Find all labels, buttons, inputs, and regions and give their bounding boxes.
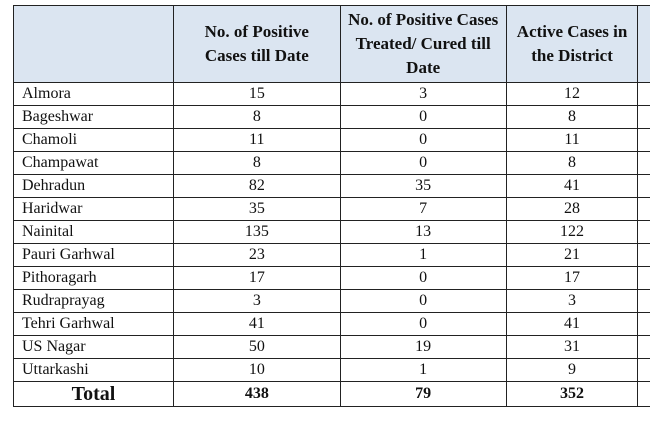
data-row: Nainital 135 13 122 bbox=[13, 220, 650, 244]
cut-column bbox=[637, 128, 650, 152]
count-cell: 82 bbox=[172, 174, 341, 198]
cut-column bbox=[637, 358, 650, 382]
data-row: Champawat 8 0 8 bbox=[13, 151, 650, 175]
column-header: No. of Positive Cases Treated/ Cured til… bbox=[339, 5, 507, 83]
count-cell: 8 bbox=[505, 151, 639, 175]
cut-column bbox=[637, 243, 650, 267]
cut-column bbox=[637, 197, 650, 221]
data-row: Haridwar 35 7 28 bbox=[13, 197, 650, 221]
count-cell: 9 bbox=[505, 358, 639, 382]
district-cell: Nainital bbox=[13, 220, 174, 244]
cut-column bbox=[637, 266, 650, 290]
count-cell: 79 bbox=[339, 381, 507, 407]
count-cell: 0 bbox=[339, 105, 507, 129]
data-row: Bageshwar 8 0 8 bbox=[13, 105, 650, 129]
district-cell: Bageshwar bbox=[13, 105, 174, 129]
table-body: Almora 15 3 12 Bageshwar 8 0 8 Chamoli 11 0 11 Champ… bbox=[13, 82, 650, 407]
district-cell: Total bbox=[13, 381, 174, 407]
count-cell: 3 bbox=[172, 289, 341, 313]
district-cell: Champawat bbox=[13, 151, 174, 175]
count-cell: 0 bbox=[339, 266, 507, 290]
corner-cell bbox=[13, 5, 174, 83]
count-cell: 12 bbox=[505, 82, 639, 106]
count-cell: 3 bbox=[505, 289, 639, 313]
district-cell: Uttarkashi bbox=[13, 358, 174, 382]
count-cell: 15 bbox=[172, 82, 341, 106]
data-row: Almora 15 3 12 bbox=[13, 82, 650, 106]
count-cell: 10 bbox=[172, 358, 341, 382]
count-cell: 8 bbox=[172, 105, 341, 129]
count-cell: 13 bbox=[339, 220, 507, 244]
count-cell: 1 bbox=[339, 358, 507, 382]
count-cell: 21 bbox=[505, 243, 639, 267]
count-cell: 19 bbox=[339, 335, 507, 359]
district-cell: Rudraprayag bbox=[13, 289, 174, 313]
header-row: No. of Positive Cases till Date No. of P… bbox=[13, 5, 650, 83]
data-row: Tehri Garhwal 41 0 41 bbox=[13, 312, 650, 336]
count-cell: 135 bbox=[172, 220, 341, 244]
count-cell: 0 bbox=[339, 289, 507, 313]
data-row: Rudraprayag 3 0 3 bbox=[13, 289, 650, 313]
cut-column bbox=[637, 335, 650, 359]
count-cell: 28 bbox=[505, 197, 639, 221]
table-head: No. of Positive Cases till Date No. of P… bbox=[13, 5, 650, 83]
district-cell: Chamoli bbox=[13, 128, 174, 152]
count-cell: 0 bbox=[339, 151, 507, 175]
count-cell: 41 bbox=[505, 312, 639, 336]
data-row: US Nagar 50 19 31 bbox=[13, 335, 650, 359]
count-cell: 35 bbox=[339, 174, 507, 198]
cut-column bbox=[637, 151, 650, 175]
count-cell: 11 bbox=[505, 128, 639, 152]
cut-column bbox=[637, 312, 650, 336]
cut-column bbox=[637, 289, 650, 313]
count-cell: 23 bbox=[172, 243, 341, 267]
count-cell: 50 bbox=[172, 335, 341, 359]
count-cell: 41 bbox=[172, 312, 341, 336]
count-cell: 7 bbox=[339, 197, 507, 221]
count-cell: 1 bbox=[339, 243, 507, 267]
data-row: Chamoli 11 0 11 bbox=[13, 128, 650, 152]
count-cell: 352 bbox=[505, 381, 639, 407]
count-cell: 11 bbox=[172, 128, 341, 152]
total-row: Total 438 79 352 bbox=[13, 381, 650, 407]
count-cell: 35 bbox=[172, 197, 341, 221]
data-row: Pauri Garhwal 23 1 21 bbox=[13, 243, 650, 267]
cut-column bbox=[637, 82, 650, 106]
cut-column bbox=[637, 220, 650, 244]
district-cell: US Nagar bbox=[13, 335, 174, 359]
count-cell: 31 bbox=[505, 335, 639, 359]
district-cell: Dehradun bbox=[13, 174, 174, 198]
count-cell: 122 bbox=[505, 220, 639, 244]
count-cell: 0 bbox=[339, 312, 507, 336]
cases-table: No. of Positive Cases till Date No. of P… bbox=[13, 5, 650, 407]
count-cell: 41 bbox=[505, 174, 639, 198]
count-cell: 3 bbox=[339, 82, 507, 106]
count-cell: 8 bbox=[505, 105, 639, 129]
count-cell: 17 bbox=[505, 266, 639, 290]
data-row: Pithoragarh 17 0 17 bbox=[13, 266, 650, 290]
count-cell: 0 bbox=[339, 128, 507, 152]
data-row: Dehradun 82 35 41 bbox=[13, 174, 650, 198]
column-header: No. of Positive Cases till Date bbox=[172, 5, 341, 83]
cut-column bbox=[637, 381, 650, 407]
district-cell: Tehri Garhwal bbox=[13, 312, 174, 336]
data-row: Uttarkashi 10 1 9 bbox=[13, 358, 650, 382]
column-header: Active Cases in the District bbox=[505, 5, 639, 83]
cut-column bbox=[637, 174, 650, 198]
cut-column bbox=[637, 105, 650, 129]
district-cell: Pithoragarh bbox=[13, 266, 174, 290]
count-cell: 17 bbox=[172, 266, 341, 290]
district-cell: Almora bbox=[13, 82, 174, 106]
district-cell: Pauri Garhwal bbox=[13, 243, 174, 267]
cut-column bbox=[637, 5, 650, 83]
count-cell: 8 bbox=[172, 151, 341, 175]
count-cell: 438 bbox=[172, 381, 341, 407]
district-cell: Haridwar bbox=[13, 197, 174, 221]
